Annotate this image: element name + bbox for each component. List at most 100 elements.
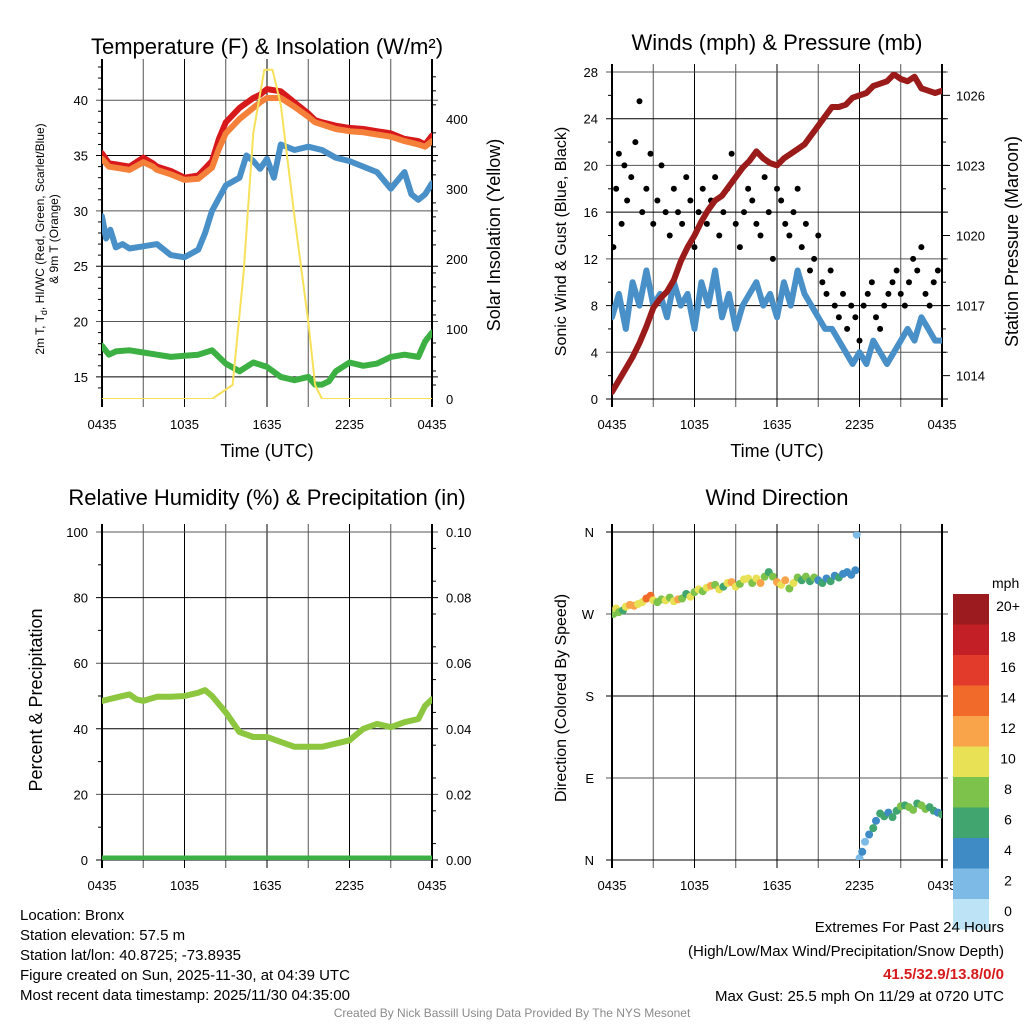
chart-title: Temperature (F) & Insolation (W/m²) <box>91 34 443 59</box>
y-tick-label: 40 <box>74 93 88 108</box>
y2-axis-label: Solar Insolation (Yellow) <box>484 139 504 331</box>
series-gust-point <box>901 302 908 309</box>
wind-direction-point <box>852 532 861 539</box>
y-axis-label: Sonic Wind & Gust (Blue, Black) <box>553 127 570 356</box>
y-tick-label: 25 <box>74 259 88 274</box>
chart-title: Relative Humidity (%) & Precipitation (i… <box>68 485 465 510</box>
series-gust-point <box>639 209 646 216</box>
series-gust-point <box>934 267 941 274</box>
x-tick-label: 1035 <box>170 878 199 893</box>
x-tick-label: 0435 <box>418 417 447 432</box>
wind-direction-point <box>872 816 880 825</box>
legend-label: 10 <box>1000 751 1016 767</box>
series-gust-point <box>636 98 643 105</box>
panel-3: Relative Humidity (%) & Precipitation (i… <box>26 485 471 893</box>
series-gust-point <box>687 197 694 204</box>
x-tick-label: 2235 <box>845 417 874 432</box>
series-gust-point <box>807 267 813 274</box>
panel-4: Wind Direction 0435 1035 1635 2235 0435 N E S W N D… <box>553 485 1020 930</box>
y2-tick-label: 0.02 <box>446 787 471 802</box>
series-gust-point <box>868 279 875 286</box>
y2-tick-label: 0.00 <box>446 853 471 868</box>
series-gust-point <box>831 302 838 309</box>
chart-title: Winds (mph) & Pressure (mb) <box>632 30 923 55</box>
series-gust-point <box>658 162 665 169</box>
wind-direction-point <box>756 579 765 588</box>
y2-tick-label: 0.10 <box>446 525 471 540</box>
series-hi-wc-line <box>102 329 432 388</box>
chart-title: Wind Direction <box>705 485 848 510</box>
x-tick-label: 1035 <box>680 417 709 432</box>
series-gust-point <box>761 174 768 181</box>
series-gust-point <box>848 302 855 309</box>
series-gust-point <box>716 232 723 239</box>
series-gust-point <box>798 244 805 251</box>
series-dewpoint-line <box>102 141 432 261</box>
series-gust-point <box>732 220 739 227</box>
legend-swatch <box>953 716 989 747</box>
y-tick-label: 8 <box>591 299 598 314</box>
series-9m-t-line <box>102 95 432 183</box>
series-gust-point <box>675 209 681 216</box>
series-gust-point <box>691 244 698 251</box>
x-axis-label: Time (UTC) <box>730 441 823 461</box>
legend-swatch <box>953 624 989 655</box>
series-gust-point <box>926 302 933 309</box>
series-gust-point <box>632 139 639 146</box>
y-tick-label: W <box>582 607 595 622</box>
y-axis-label: 2m T, Td, HI/WC (Red, Green, Scarlet/Blu… <box>33 123 49 354</box>
series-gust-point <box>728 150 735 157</box>
series-gust-point <box>628 174 635 181</box>
x-tick-label: 1635 <box>253 417 282 432</box>
y2-tick-label: 300 <box>446 182 468 197</box>
legend-label: 20+ <box>996 598 1020 614</box>
legend-label: 4 <box>1004 842 1012 858</box>
series-gust-point <box>679 220 686 227</box>
y-tick-label: 0 <box>81 853 88 868</box>
created-text: Figure created on Sun, 2025-11-30, at 04… <box>20 967 350 984</box>
series-gust-point <box>699 185 706 192</box>
series-gust-point <box>745 185 752 192</box>
y2-tick-label: 1026 <box>956 88 985 103</box>
series-gust-point <box>712 174 719 181</box>
elevation-text: Station elevation: 57.5 m <box>20 927 186 944</box>
legend-swatch <box>953 777 989 808</box>
y-tick-label: 15 <box>74 370 88 385</box>
series-gust-point <box>749 197 756 204</box>
wind-direction-point <box>909 805 918 814</box>
x-tick-label: 1635 <box>763 417 792 432</box>
extremes-title: Extremes For Past 24 Hours <box>814 919 1004 936</box>
series-gust-point <box>897 290 904 297</box>
wind-direction-point <box>858 847 867 856</box>
series-pressure-line <box>612 72 942 395</box>
y2-tick-label: 0.06 <box>446 656 471 671</box>
wind-direction-point <box>826 577 835 586</box>
series-solar-line <box>102 68 432 399</box>
series-gust-point <box>683 174 690 181</box>
y2-tick-label: 0.04 <box>446 722 471 737</box>
series-gust-point <box>827 267 834 274</box>
series-gust-point <box>624 197 631 204</box>
x-tick-label: 0435 <box>88 878 117 893</box>
series-gust-point <box>765 209 772 216</box>
series-gust-point <box>753 220 760 227</box>
series-gust-point <box>703 220 710 227</box>
wind-direction-point <box>869 824 878 833</box>
credit-text: Created By Nick Bassill Using Data Provi… <box>333 1006 691 1020</box>
series-gust-point <box>840 290 846 297</box>
x-tick-label: 2235 <box>335 878 364 893</box>
y-tick-label: N <box>585 853 594 868</box>
series-gust-point <box>910 255 917 262</box>
y2-tick-label: 0 <box>446 392 453 407</box>
x-tick-label: 0435 <box>928 878 957 893</box>
wind-direction-point <box>861 837 869 846</box>
legend-swatch <box>953 868 989 899</box>
y2-tick-label: 1023 <box>956 158 985 173</box>
y-tick-label: 4 <box>591 345 598 360</box>
x-axis-label: Time (UTC) <box>220 441 313 461</box>
series-gust-point <box>856 337 863 344</box>
series-gust-point <box>790 209 797 216</box>
extremes-subtitle: (High/Low/Max Wind/Precipitation/Snow De… <box>688 943 1004 960</box>
data-layer <box>612 532 942 860</box>
